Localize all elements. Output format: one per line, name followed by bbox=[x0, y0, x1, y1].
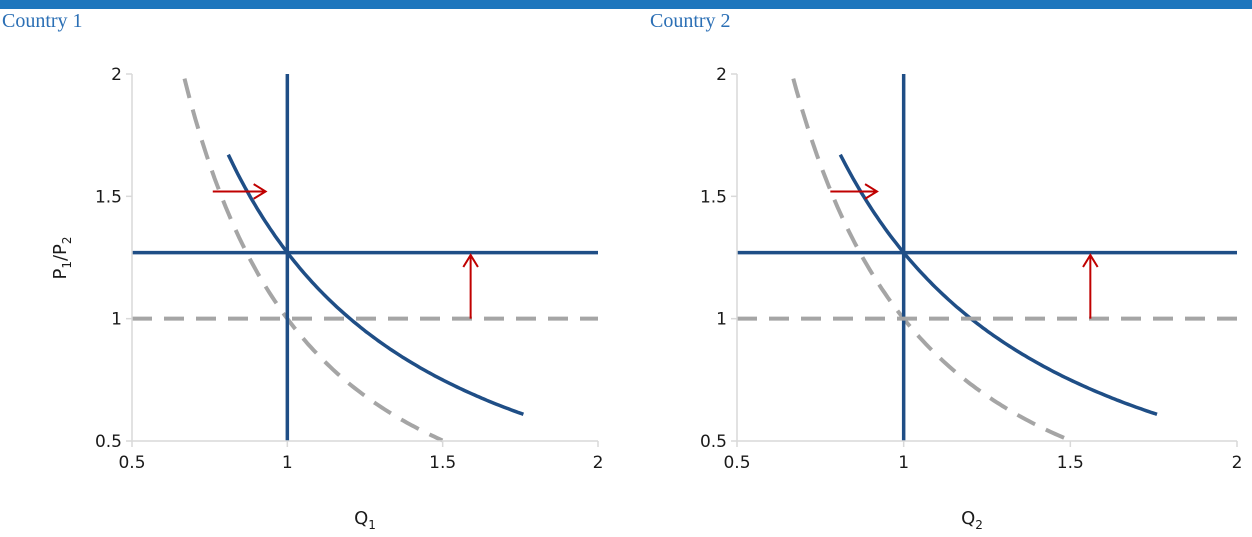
y-tick-label: 1 bbox=[716, 310, 727, 330]
y-tick-label: 1.5 bbox=[95, 187, 122, 207]
shift-arrow bbox=[830, 183, 879, 200]
x-tick-label: 1.5 bbox=[1057, 453, 1084, 473]
shift-arrow bbox=[212, 183, 268, 200]
shift-arrow-head bbox=[864, 183, 879, 200]
y-axis-label: P1/P2 bbox=[50, 236, 74, 279]
y-tick-label: 1.5 bbox=[700, 187, 727, 207]
y-tick-label: 1 bbox=[111, 310, 122, 330]
x-tick-label: 0.5 bbox=[118, 453, 145, 473]
old-demand-curve bbox=[791, 78, 1071, 443]
y-tick-label: 0.5 bbox=[95, 432, 122, 452]
chart-title-country-1: Country 1 bbox=[2, 10, 83, 32]
new-demand-curve bbox=[838, 153, 1158, 416]
shift-arrow-head bbox=[253, 183, 268, 200]
shift-arrow-head bbox=[1082, 253, 1099, 268]
header-color-bar bbox=[0, 0, 1252, 9]
x-axis-label: Q1 bbox=[354, 508, 376, 532]
x-axis-label: Q2 bbox=[961, 508, 983, 532]
shift-arrow-head bbox=[462, 253, 479, 268]
x-tick-label: 0.5 bbox=[723, 453, 750, 473]
y-tick-label: 2 bbox=[716, 65, 727, 85]
x-tick-label: 1 bbox=[282, 453, 293, 473]
y-tick-label: 0.5 bbox=[700, 432, 727, 452]
y-tick-label: 2 bbox=[111, 65, 122, 85]
x-tick-label: 2 bbox=[1232, 453, 1243, 473]
shift-arrow bbox=[1082, 253, 1099, 319]
x-tick-label: 1.5 bbox=[429, 453, 456, 473]
old-demand-curve bbox=[182, 78, 444, 443]
x-tick-label: 2 bbox=[593, 453, 604, 473]
shift-arrow bbox=[462, 253, 479, 319]
new-demand-curve bbox=[226, 153, 525, 416]
chart-title-country-2: Country 2 bbox=[650, 10, 731, 32]
x-tick-label: 1 bbox=[898, 453, 909, 473]
